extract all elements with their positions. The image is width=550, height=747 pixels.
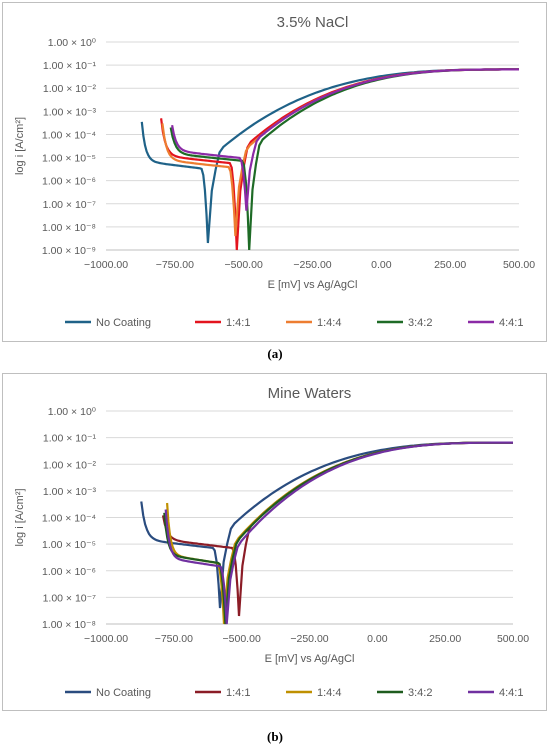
chart-panel-a: 3.5% NaCl 1.00 × 10⁰ 1.00 × 10⁻¹ 1.00 × 10⁻… [2,2,547,342]
legend-label: 1:4:4 [317,687,341,699]
legend-label: 1:4:1 [226,687,250,699]
x-tick-label: 250.00 [434,259,466,271]
y-tick-label: 1.00 × 10⁻³ [43,486,97,498]
y-tick-label: 1.00 × 10⁰ [48,37,97,49]
legend-label: 4:4:1 [499,317,523,329]
x-tick-label: 250.00 [429,633,461,645]
y-tick-label: 1.00 × 10⁻⁸ [42,222,96,234]
caption-b: (b) [267,729,283,744]
y-tick-label: 1.00 × 10⁻⁵ [42,539,96,551]
legend-label: No Coating [96,687,151,699]
y-axis-label: log i [A/cm²] [14,117,26,175]
y-tick-label: 1.00 × 10⁻⁴ [42,129,96,141]
y-tick-label: 1.00 × 10⁻¹ [43,433,97,445]
chart-title: Mine Waters [268,385,352,402]
series-line-1-4-1 [161,441,513,617]
series-line-4-4-1 [164,441,513,625]
y-tick-label: 1.00 × 10⁻⁵ [42,153,96,165]
legend-label: 4:4:1 [499,687,523,699]
y-tick-label: 1.00 × 10⁻⁹ [42,245,96,257]
y-tick-label: 1.00 × 10⁻⁷ [43,592,97,604]
x-tick-label: −500.00 [223,633,261,645]
x-tick-label: −250.00 [293,259,331,271]
x-tick-label: 500.00 [503,259,535,271]
series-line-1-4-1 [160,68,519,251]
legend-label: 3:4:2 [408,317,432,329]
x-axis-label: E [mV] vs Ag/AgCl [265,653,355,665]
x-tick-label: −1000.00 [84,259,128,271]
chart-b: Mine Waters 1.00 × 10⁰ 1.00 × 10⁻¹ 1.00 × 1… [14,385,529,699]
y-tick-label: 1.00 × 10⁻² [43,83,97,95]
chart-a: 3.5% NaCl 1.00 × 10⁰ 1.00 × 10⁻¹ 1.00 × 10⁻… [14,14,535,329]
x-tick-label: −750.00 [155,633,193,645]
series-line-1-4-4 [161,68,519,237]
y-tick-label: 1.00 × 10⁻² [43,459,97,471]
y-tick-label: 1.00 × 10⁻⁷ [43,199,97,211]
x-tick-label: −500.00 [225,259,263,271]
x-tick-label: 500.00 [497,633,529,645]
y-tick-label: 1.00 × 10⁻⁶ [42,176,96,188]
series-line-4-4-1 [171,68,519,211]
y-tick-label: 1.00 × 10⁻¹ [43,60,97,72]
y-tick-label: 1.00 × 10⁻⁸ [42,619,96,631]
legend-label: No Coating [96,317,151,329]
series-line-3-4-2 [163,441,513,625]
y-tick-label: 1.00 × 10⁻⁴ [42,513,96,525]
series-line-3-4-2 [169,68,519,251]
x-tick-label: −1000.00 [84,633,128,645]
y-axis-label: log i [A/cm²] [14,488,26,546]
series-line-no-coating [140,441,513,609]
legend-label: 1:4:1 [226,317,250,329]
legend-label: 1:4:4 [317,317,341,329]
x-tick-label: −750.00 [156,259,194,271]
x-tick-label: −250.00 [290,633,328,645]
chart-panel-b: Mine Waters 1.00 × 10⁰ 1.00 × 10⁻¹ 1.00 × 1… [2,373,547,711]
y-tick-label: 1.00 × 10⁻³ [43,106,97,118]
legend-label: 3:4:2 [408,687,432,699]
x-tick-label: 0.00 [367,633,388,645]
x-tick-label: 0.00 [371,259,392,271]
x-axis-label: E [mV] vs Ag/AgCl [268,279,358,291]
caption-a: (a) [267,346,283,361]
y-tick-label: 1.00 × 10⁰ [48,406,97,418]
y-tick-label: 1.00 × 10⁻⁶ [42,566,96,578]
chart-title: 3.5% NaCl [277,14,349,31]
